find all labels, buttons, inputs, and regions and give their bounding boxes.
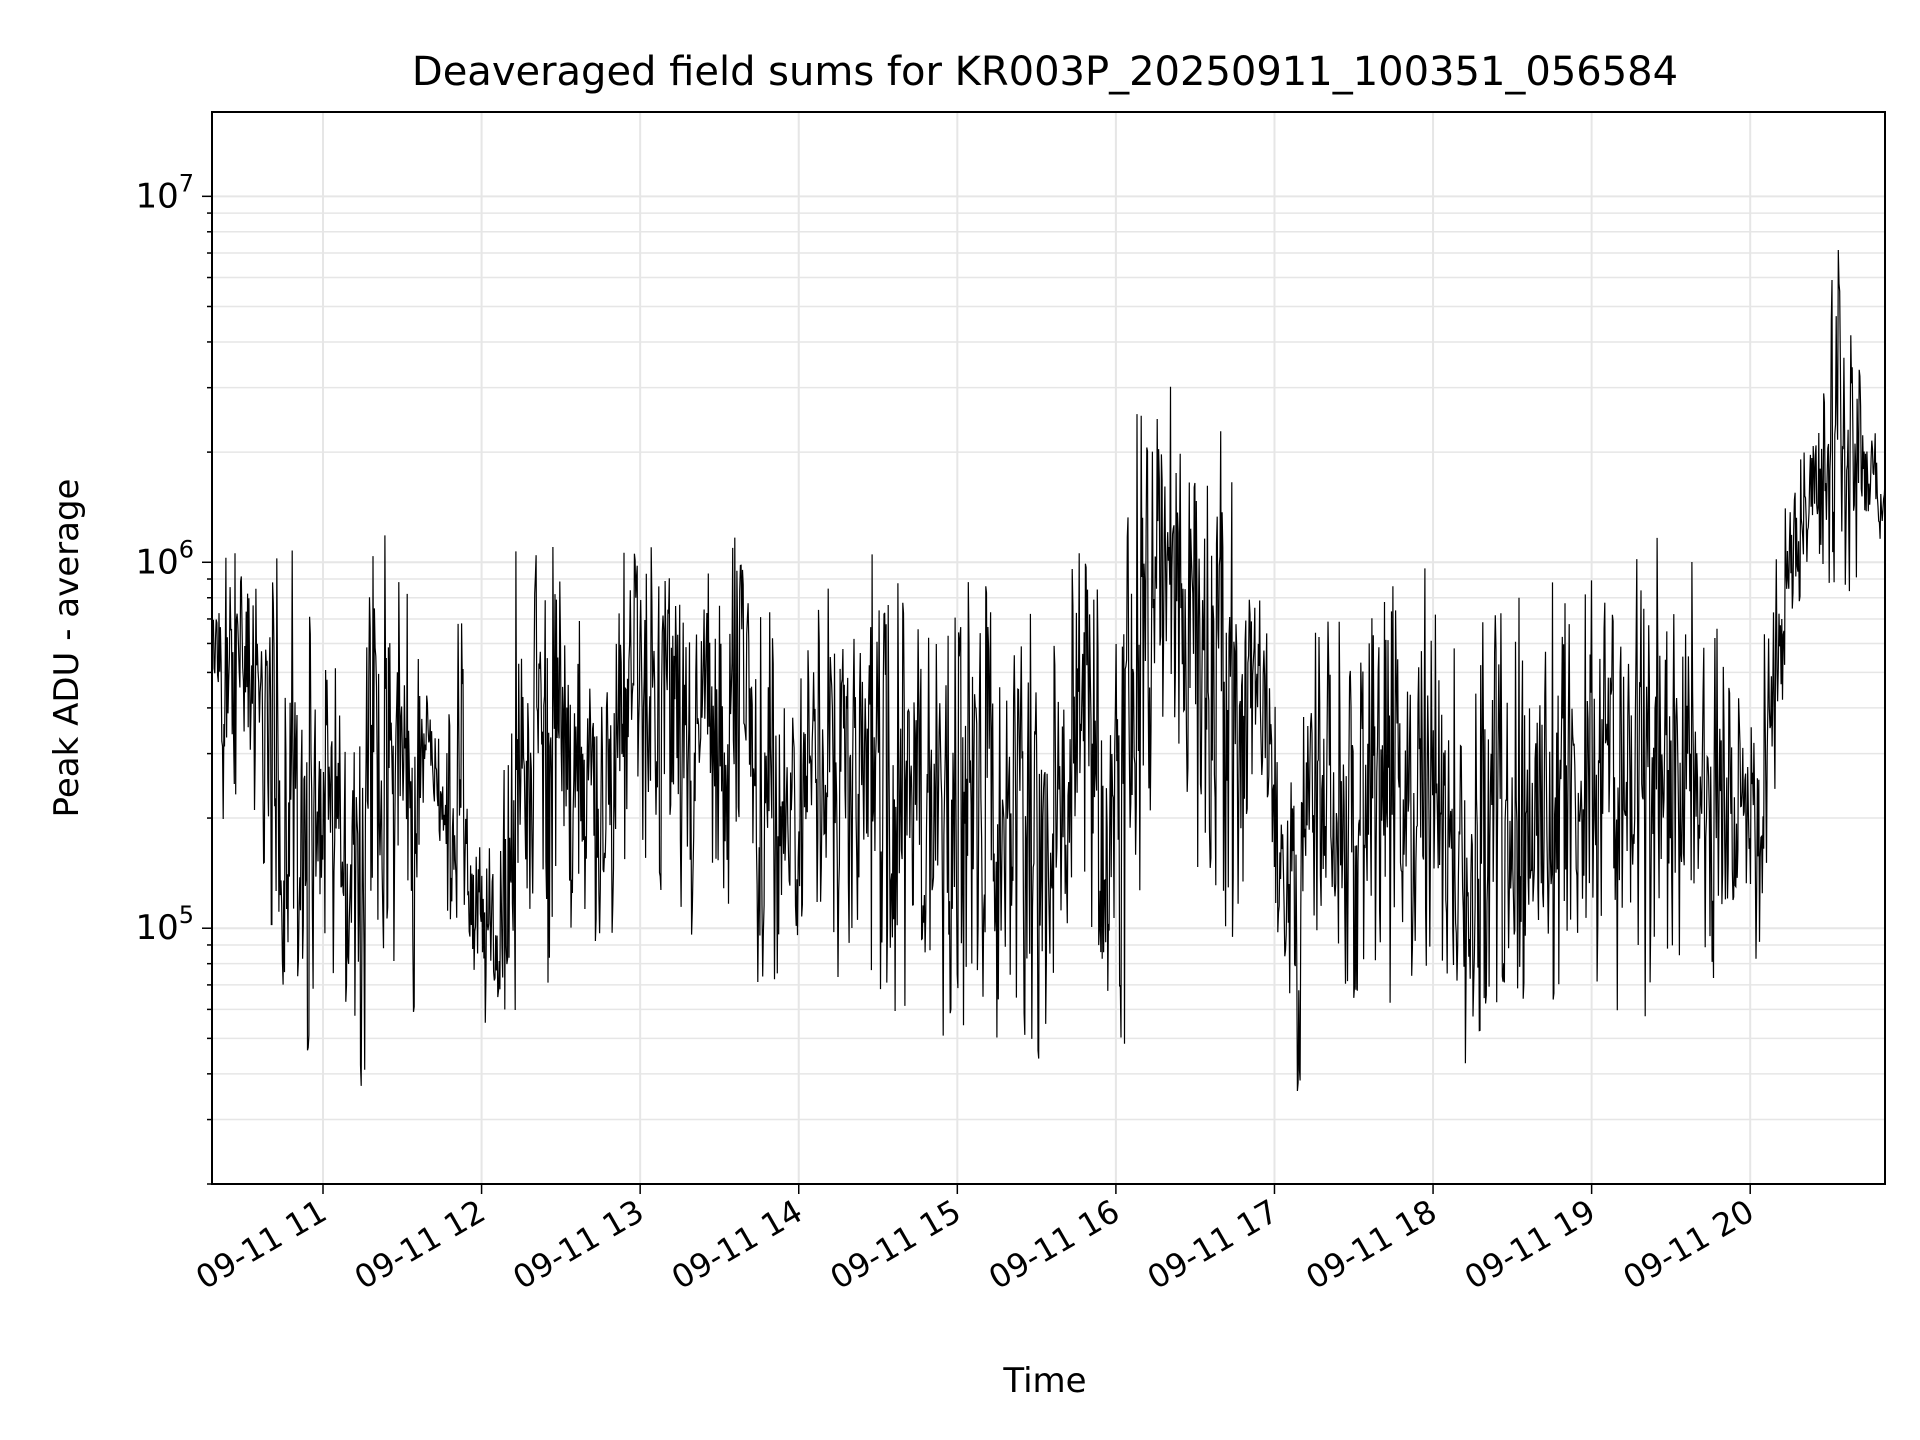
x-tick-label: 09-11 14 bbox=[665, 1192, 809, 1297]
x-tick-label: 09-11 20 bbox=[1617, 1192, 1761, 1297]
x-tick-label: 09-11 13 bbox=[507, 1192, 651, 1297]
series-field-sums bbox=[211, 249, 1886, 1092]
x-tick-label: 09-11 17 bbox=[1141, 1192, 1285, 1297]
x-axis-label: Time bbox=[1002, 1361, 1086, 1401]
plot-frame bbox=[211, 111, 1886, 1185]
x-tick-label: 09-11 15 bbox=[824, 1192, 968, 1297]
y-tick-label: 106 bbox=[135, 535, 194, 582]
series-line bbox=[211, 249, 1886, 1092]
x-tick-label: 09-11 19 bbox=[1458, 1192, 1602, 1297]
x-axis: 09-11 11 09-11 12 09-11 13 09-11 14 09-11 15… bbox=[189, 1184, 1760, 1297]
y-axis: 105 106 107 bbox=[135, 169, 212, 1185]
x-tick-label: 09-11 11 bbox=[189, 1192, 333, 1297]
x-tick-label: 09-11 12 bbox=[348, 1192, 492, 1297]
y-tick-label: 105 bbox=[135, 901, 194, 948]
y-axis-label: Peak ADU - average bbox=[47, 479, 87, 818]
grid bbox=[212, 112, 1885, 1185]
x-tick-label: 09-11 16 bbox=[982, 1192, 1126, 1297]
y-tick-label: 107 bbox=[135, 169, 194, 216]
chart-title: Deaveraged field sums for KR003P_2025091… bbox=[412, 49, 1678, 95]
x-tick-label: 09-11 18 bbox=[1299, 1192, 1443, 1297]
